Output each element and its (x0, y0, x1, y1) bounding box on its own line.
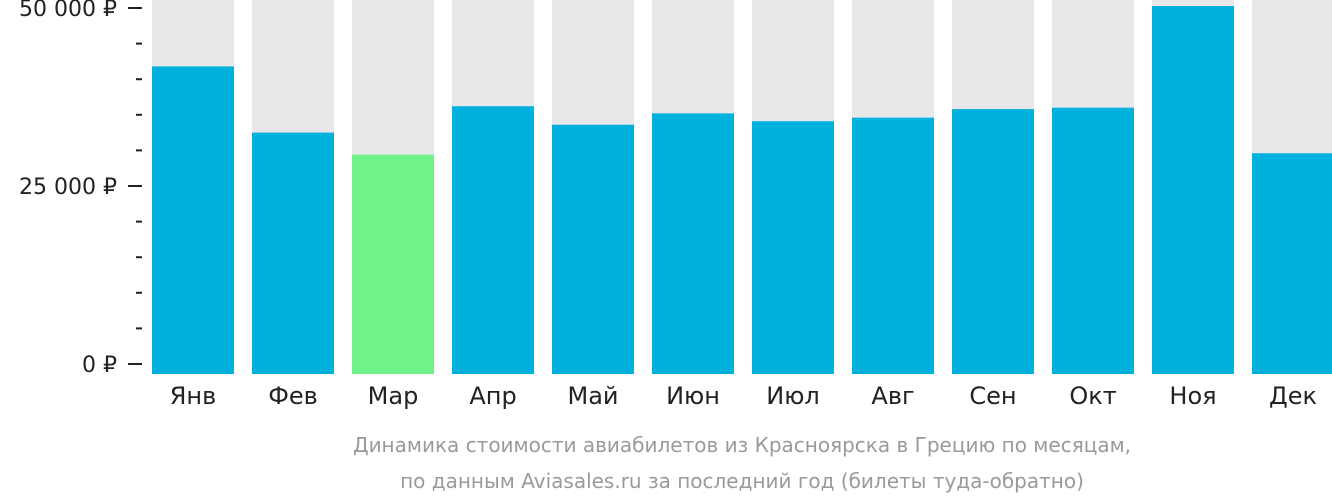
bar-10[interactable] (1052, 107, 1134, 375)
bar-12[interactable] (1252, 153, 1332, 374)
x-tick-label-5: Май (567, 382, 618, 410)
y-tick-label-2: 25 000 ₽ (19, 175, 117, 200)
x-tick-label-10: Окт (1069, 382, 1116, 410)
x-tick-label-9: Сен (969, 382, 1016, 410)
x-tick-label-3: Мар (368, 382, 419, 410)
y-tick-label-1: 0 ₽ (82, 353, 117, 378)
chart-caption-line-2: по данным Aviasales.ru за последний год … (400, 469, 1084, 493)
bar-8[interactable] (852, 117, 934, 374)
bar-6[interactable] (652, 113, 734, 374)
bar-4[interactable] (452, 106, 534, 375)
bar-2[interactable] (252, 132, 334, 374)
bar-3[interactable] (352, 154, 434, 374)
x-tick-label-4: Апр (469, 382, 516, 410)
bar-11[interactable] (1152, 6, 1234, 374)
bar-1[interactable] (152, 66, 234, 374)
y-axis: 0 ₽ 25 000 ₽ 50 000 ₽ (19, 0, 142, 378)
bar-group (152, 6, 1332, 375)
chart-caption-line-1: Динамика стоимости авиабилетов из Красно… (353, 433, 1131, 457)
x-tick-label-11: Ноя (1169, 382, 1216, 410)
bar-9[interactable] (952, 109, 1034, 374)
x-tick-label-7: Июл (766, 382, 820, 410)
x-tick-label-2: Фев (268, 382, 318, 410)
x-tick-label-8: Авг (871, 382, 914, 410)
x-axis-labels: Янв Фев Мар Апр Май Июн Июл Авг Сен Окт Ноя Дек (170, 382, 1317, 410)
x-tick-label-6: Июн (666, 382, 720, 410)
bar-5[interactable] (552, 124, 634, 374)
x-tick-label-12: Дек (1269, 382, 1317, 410)
x-tick-label-1: Янв (170, 382, 217, 410)
bar-7[interactable] (752, 121, 834, 374)
y-tick-label-3: 50 000 ₽ (19, 0, 117, 22)
